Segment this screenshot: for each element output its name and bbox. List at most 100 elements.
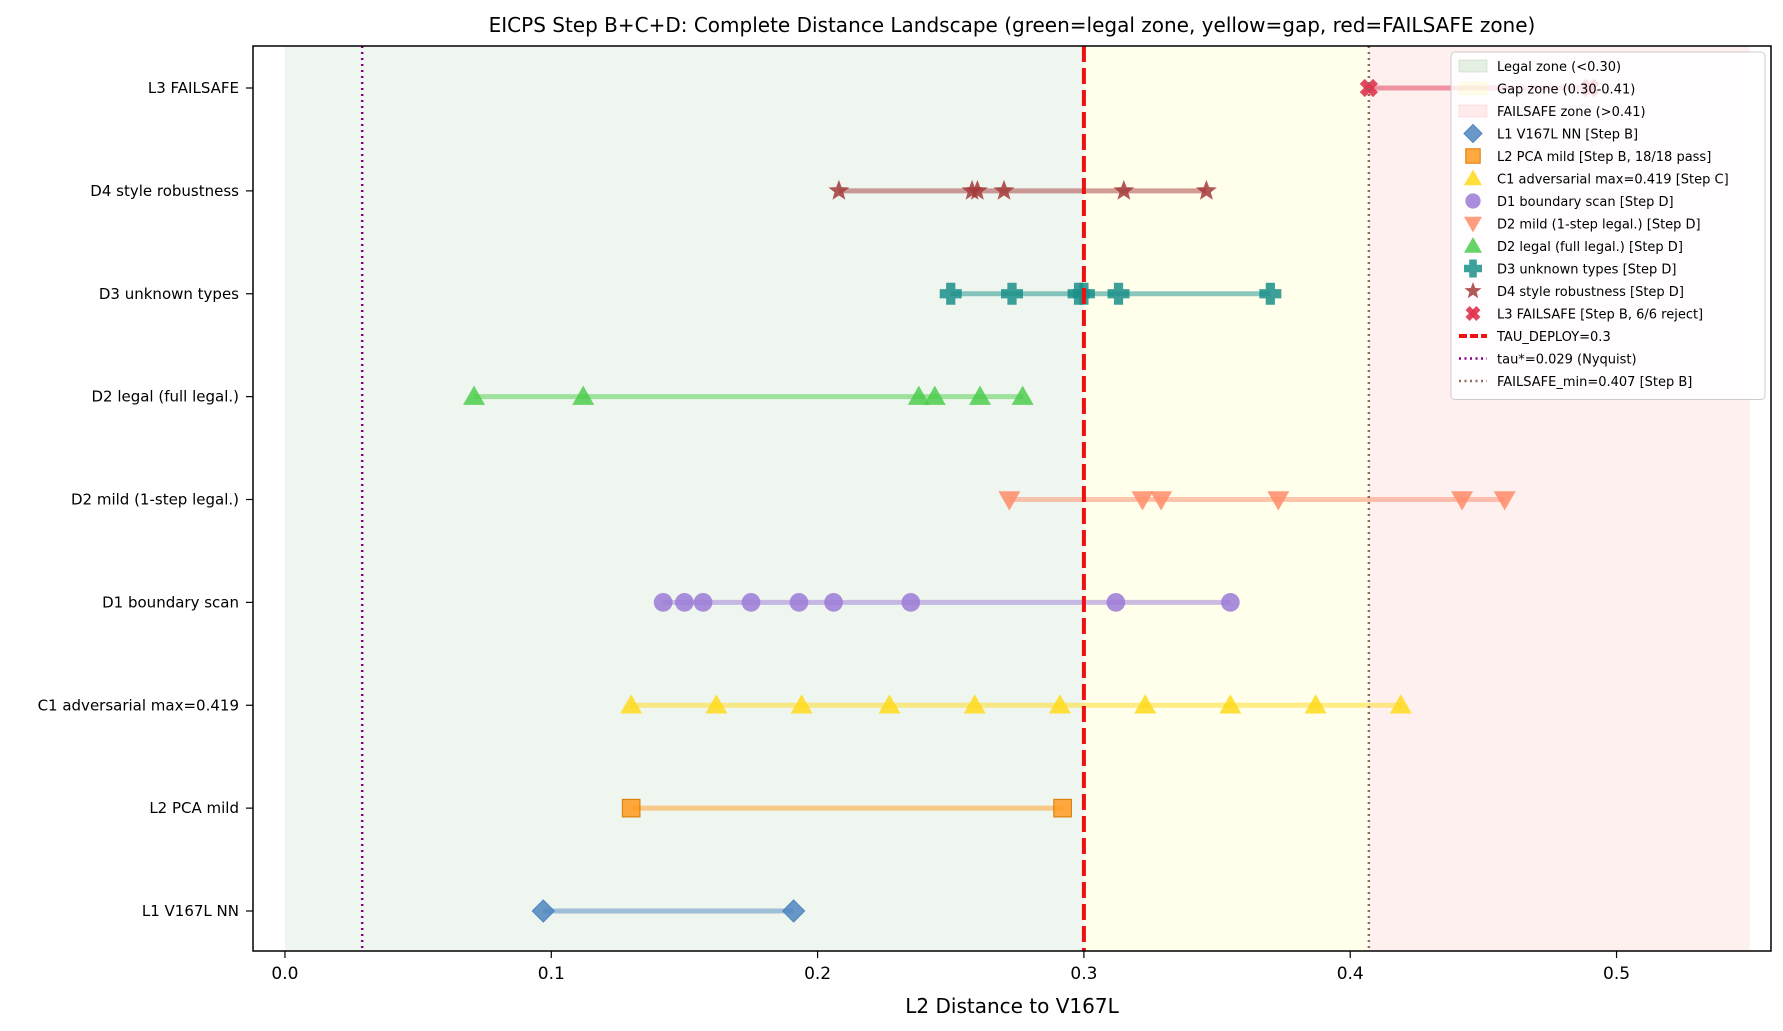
- data-point: [1113, 179, 1135, 200]
- data-point: [907, 385, 930, 405]
- data-point: [878, 694, 901, 714]
- data-point: [1053, 798, 1072, 818]
- data-point: [824, 593, 843, 612]
- x-axis-label: L2 Distance to V167L: [905, 994, 1119, 1018]
- data-point: [1001, 282, 1023, 305]
- y-tick-label: L2 PCA mild: [149, 799, 239, 817]
- legend-item-d4-style-robustness-step-d: D4 style robustness [Step D]: [1464, 282, 1684, 300]
- data-point: [1011, 385, 1034, 405]
- data-point: [790, 694, 813, 714]
- legend-marker: [1465, 306, 1481, 321]
- y-tick-label: D4 style robustness: [90, 182, 239, 200]
- y-tick-label: D2 legal (full legal.): [91, 388, 239, 406]
- data-point: [1134, 694, 1157, 714]
- legend-item-d1-boundary-scan-step-d: D1 boundary scan [Step D]: [1465, 193, 1674, 210]
- data-point: [993, 179, 1015, 200]
- data-point: [653, 593, 673, 612]
- legend-item-failsafe-zone-0-41: FAILSAFE zone (>0.41): [1458, 104, 1646, 120]
- data-point: [621, 798, 641, 818]
- legend-item-legal-zone-0-30: Legal zone (<0.30): [1458, 59, 1621, 75]
- data-point: [901, 593, 921, 612]
- series-l1-v167l-nn-step-b: [531, 899, 806, 923]
- legend-swatch: [1458, 82, 1488, 95]
- legend-label: D2 mild (1-step legal.) [Step D]: [1497, 218, 1701, 233]
- legend-swatch: [1458, 104, 1488, 118]
- legend-label: D4 style robustness [Step D]: [1497, 285, 1684, 300]
- plot-area: [252, 45, 1772, 952]
- data-point: [1195, 179, 1217, 200]
- legend-marker: [1464, 169, 1482, 186]
- data-point: [963, 694, 986, 714]
- series-d2-mild-1-step-legal-step-d: [998, 491, 1516, 511]
- data-point: [1131, 491, 1154, 511]
- data-point: [789, 593, 809, 612]
- data-point: [705, 694, 728, 714]
- series-d1-boundary-scan-step-d: [653, 593, 1240, 612]
- legend-item-d3-unknown-types-step-d: D3 unknown types [Step D]: [1464, 259, 1676, 278]
- data-point: [1106, 593, 1126, 612]
- legend-box: [1450, 51, 1766, 400]
- data-point: [741, 593, 761, 612]
- data-point: [1221, 593, 1240, 612]
- data-point: [620, 694, 643, 714]
- legend-item-c1-adversarial-max-0-419-step-c: C1 adversarial max=0.419 [Step C]: [1464, 169, 1729, 188]
- series-l2-pca-mild-step-b-18-18-pass: [621, 798, 1072, 818]
- zone-legal-zone-0-30: [284, 46, 1084, 951]
- data-point: [1304, 694, 1327, 714]
- legend-label: TAU_DEPLOY=0.3: [1496, 330, 1611, 345]
- data-point: [966, 179, 988, 200]
- x-tick-label: 0.1: [538, 964, 565, 984]
- data-point: [1219, 694, 1242, 714]
- legend-marker: [1464, 216, 1482, 233]
- series-d4-style-robustness-step-d: [828, 179, 1217, 200]
- legend-item-tau-deploy-0-3: TAU_DEPLOY=0.3: [1459, 330, 1611, 345]
- legend-marker: [1465, 193, 1481, 209]
- x-tick-label: 0.5: [1603, 964, 1630, 984]
- legend-marker: [1463, 123, 1483, 144]
- x-tick-label: 0.2: [804, 964, 831, 984]
- data-point: [781, 899, 806, 923]
- data-point: [572, 385, 595, 405]
- series-c1-adversarial-max-0-419-step-c: [620, 694, 1412, 714]
- chart-title: EICPS Step B+C+D: Complete Distance Land…: [489, 13, 1536, 37]
- legend-marker: [1464, 282, 1482, 299]
- legend-marker: [1464, 259, 1482, 278]
- legend-label: D1 boundary scan [Step D]: [1497, 195, 1674, 210]
- data-point: [1451, 491, 1474, 511]
- y-tick-label: D3 unknown types: [99, 285, 239, 303]
- data-point: [969, 385, 992, 405]
- legend-label: Legal zone (<0.30): [1497, 60, 1621, 75]
- legend-label: D2 legal (full legal.) [Step D]: [1497, 240, 1683, 255]
- legend-item-l1-v167l-nn-step-b: L1 V167L NN [Step B]: [1463, 123, 1638, 144]
- data-point: [1259, 282, 1282, 305]
- y-tick-label: C1 adversarial max=0.419: [38, 696, 239, 714]
- legend-item-tau-0-029-nyquist: tau*=0.029 (Nyquist): [1459, 353, 1637, 368]
- legend-marker: [1464, 237, 1482, 253]
- x-tick-label: 0.3: [1070, 964, 1097, 984]
- legend-label: L1 V167L NN [Step B]: [1497, 128, 1638, 143]
- data-point: [531, 899, 555, 923]
- data-point: [998, 491, 1021, 511]
- legend-label: D3 unknown types [Step D]: [1497, 263, 1676, 278]
- data-point: [1048, 694, 1071, 714]
- legend-item-d2-legal-full-legal-step-d: D2 legal (full legal.) [Step D]: [1464, 237, 1683, 255]
- data-point: [1267, 491, 1290, 511]
- data-point: [1150, 491, 1173, 511]
- data-point: [693, 593, 713, 612]
- data-point: [1107, 282, 1130, 305]
- legend-label: Gap zone (0.30-0.41): [1497, 83, 1635, 98]
- x-tick-label: 0.0: [271, 964, 298, 984]
- legend-swatch: [1458, 59, 1488, 73]
- legend-marker: [1465, 148, 1481, 164]
- y-tick-label: D2 mild (1-step legal.): [71, 491, 239, 509]
- legend-item-l2-pca-mild-step-b-18-18-pass: L2 PCA mild [Step B, 18/18 pass]: [1465, 148, 1711, 165]
- y-tick-label: D1 boundary scan: [102, 593, 239, 611]
- data-point: [463, 385, 486, 405]
- legend-label: L2 PCA mild [Step B, 18/18 pass]: [1497, 150, 1711, 165]
- legend-label: FAILSAFE zone (>0.41): [1497, 105, 1646, 120]
- legend-item-l3-failsafe-step-b-6-6-reject: L3 FAILSAFE [Step B, 6/6 reject]: [1465, 306, 1703, 323]
- y-tick-label: L3 FAILSAFE: [148, 79, 239, 97]
- reference-lines: [360, 46, 1371, 951]
- legend: Legal zone (<0.30) Gap zone (0.30-0.41) FA…: [1450, 51, 1766, 400]
